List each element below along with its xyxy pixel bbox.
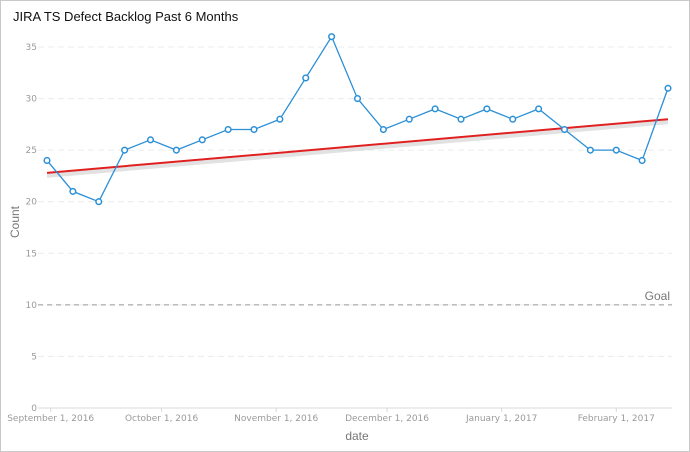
data-point xyxy=(379,125,387,134)
data-point xyxy=(638,156,646,165)
x-tick-label: January 1, 2017 xyxy=(465,414,537,424)
data-point xyxy=(146,136,155,144)
data-point xyxy=(405,115,413,123)
y-tick-label: 0 xyxy=(31,404,37,414)
x-tick-label: February 1, 2017 xyxy=(578,414,655,424)
data-point xyxy=(560,125,569,134)
data-point xyxy=(353,95,362,103)
y-tick-label: 30 xyxy=(26,95,38,105)
y-tick-label: 5 xyxy=(31,352,37,362)
series-group xyxy=(43,33,672,206)
data-point xyxy=(43,156,51,165)
x-tick-label: September 1, 2016 xyxy=(7,414,94,424)
data-point xyxy=(198,136,206,144)
data-point xyxy=(276,115,284,123)
trend-line-shadow xyxy=(46,120,669,178)
x-tick-label: December 1, 2016 xyxy=(345,414,429,424)
y-tick-label: 20 xyxy=(26,198,38,208)
data-point xyxy=(457,115,465,123)
data-point xyxy=(224,125,232,134)
data-point xyxy=(664,84,672,92)
x-tick-label: October 1, 2016 xyxy=(125,414,199,424)
series-line xyxy=(46,35,669,203)
grid-lines xyxy=(38,46,672,357)
data-point xyxy=(69,187,77,195)
axes: 0 5 10 15 20 25 30 35 September 1, 2016 October 1… xyxy=(7,43,672,424)
data-point xyxy=(483,105,491,113)
trend-line xyxy=(46,118,669,174)
data-point xyxy=(612,146,620,154)
y-tick-label: 10 xyxy=(26,301,38,311)
y-tick-label: 25 xyxy=(26,146,37,156)
data-point xyxy=(302,74,310,82)
trend-line-group xyxy=(46,118,669,178)
goal-label: Goal xyxy=(645,289,670,303)
data-point xyxy=(535,105,543,113)
goal-line-group: Goal xyxy=(38,289,672,306)
data-point xyxy=(509,115,517,123)
y-tick-label: 15 xyxy=(26,249,37,259)
data-point xyxy=(121,146,129,154)
data-point xyxy=(172,146,180,154)
data-point xyxy=(328,33,336,41)
data-point xyxy=(431,105,439,113)
x-tick-label: November 1, 2016 xyxy=(234,414,318,424)
y-axis-label: Count xyxy=(8,205,22,238)
chart-title: JIRA TS Defect Backlog Past 6 Months xyxy=(13,9,239,24)
data-point xyxy=(586,146,594,154)
y-tick-label: 35 xyxy=(26,43,37,53)
data-point xyxy=(250,125,258,134)
data-point xyxy=(95,198,103,206)
x-axis-label: date xyxy=(345,429,369,443)
